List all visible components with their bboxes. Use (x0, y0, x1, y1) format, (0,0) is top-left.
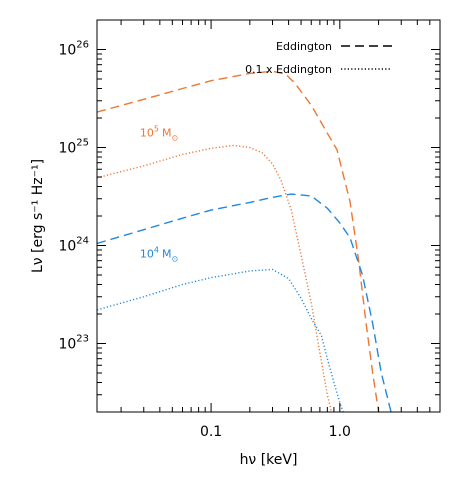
y-tick-label: 1025 (58, 138, 89, 157)
y-axis-label: Lν [erg s⁻¹ Hz⁻¹] (30, 159, 46, 273)
y-tick-label: 1024 (58, 236, 89, 255)
series-line-1e5-dotted (97, 144, 333, 412)
annotations: 105 M⊙ 104 M⊙ (140, 124, 178, 263)
series-line-1e5-dashed (97, 70, 380, 412)
mass-label: 104 M⊙ (140, 246, 178, 264)
legend-label: Eddington (276, 40, 332, 53)
x-tick-label: 0.1 (200, 424, 222, 440)
y-tick-label: 1023 (58, 334, 89, 353)
y-tick-label: 1026 (58, 40, 89, 59)
legend: Eddington 0.1 x Eddington (245, 40, 392, 76)
legend-label: 0.1 x Eddington (245, 63, 332, 76)
x-tick-label: 1.0 (329, 424, 351, 440)
series-layer (97, 70, 392, 412)
x-axis-label: hν [keV] (240, 452, 298, 468)
plot-frame (96, 19, 441, 413)
mass-label: 105 M⊙ (140, 124, 178, 142)
series-line-1e4-dotted (97, 268, 344, 412)
series-line-1e4-dashed (97, 193, 392, 412)
